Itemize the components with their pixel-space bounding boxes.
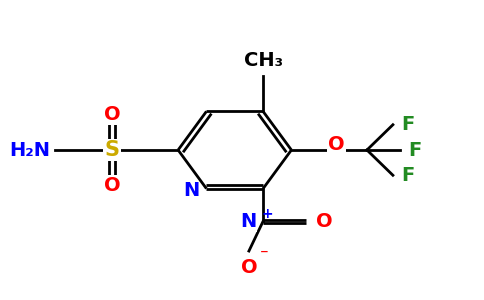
Text: CH₃: CH₃ xyxy=(243,51,283,70)
Text: F: F xyxy=(401,115,415,134)
Text: O: O xyxy=(241,258,257,277)
Text: N: N xyxy=(183,181,199,200)
Text: +: + xyxy=(261,207,272,221)
Text: S: S xyxy=(105,140,120,160)
Text: ⁻: ⁻ xyxy=(259,246,269,264)
Text: F: F xyxy=(408,140,422,160)
Text: O: O xyxy=(104,176,121,195)
Text: F: F xyxy=(401,166,415,185)
Text: O: O xyxy=(104,105,121,124)
Text: O: O xyxy=(316,212,333,231)
Text: O: O xyxy=(328,135,345,154)
Text: N: N xyxy=(240,212,256,231)
Text: H₂N: H₂N xyxy=(10,140,51,160)
